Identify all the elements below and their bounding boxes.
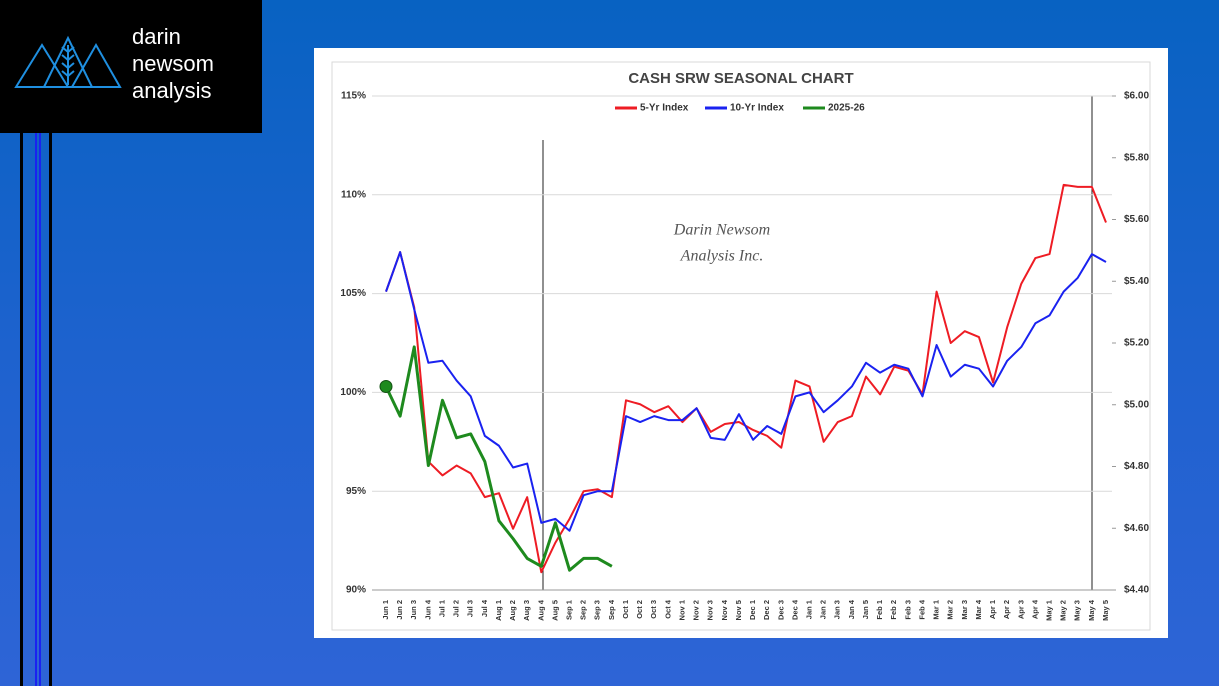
y-tick-label: 105% [340, 288, 366, 299]
chart-panel [314, 48, 1168, 638]
x-tick-label: Dec 2 [762, 600, 771, 620]
x-tick-label: Apr 1 [988, 600, 997, 619]
x-tick-label: Sep 3 [593, 600, 602, 620]
y2-tick-label: $5.80 [1124, 152, 1149, 163]
chart-border [331, 61, 1151, 631]
watermark: Analysis Inc. [680, 248, 764, 265]
x-tick-label: Jul 2 [452, 600, 461, 617]
x-tick-label: Mar 4 [974, 599, 983, 619]
x-tick-label: Apr 4 [1030, 599, 1039, 619]
x-tick-label: Jun 3 [409, 600, 418, 620]
x-tick-label: Dec 3 [776, 600, 785, 620]
legend-label: 5-Yr Index [640, 103, 689, 114]
y2-tick-label: $4.40 [1124, 585, 1149, 596]
x-tick-label: Oct 1 [621, 600, 630, 619]
y2-tick-label: $6.00 [1124, 91, 1149, 102]
x-tick-label: Feb 3 [903, 600, 912, 620]
x-tick-label: Aug 5 [550, 600, 559, 621]
x-tick-label: Jul 3 [466, 600, 475, 617]
x-tick-label: Oct 3 [649, 600, 658, 619]
x-tick-label: Apr 3 [1016, 600, 1025, 619]
x-tick-label: Apr 2 [1002, 600, 1011, 619]
x-tick-label: Feb 1 [875, 600, 884, 620]
x-tick-label: Aug 3 [522, 600, 531, 621]
side-bar [20, 133, 23, 686]
x-tick-label: May 5 [1101, 600, 1110, 621]
side-bar [39, 133, 41, 686]
y2-tick-label: $5.20 [1124, 338, 1149, 349]
x-tick-label: Sep 4 [607, 599, 616, 620]
x-tick-label: Feb 2 [889, 600, 898, 620]
y2-tick-label: $5.40 [1124, 276, 1149, 287]
side-bar [49, 133, 52, 686]
x-tick-label: Oct 2 [635, 600, 644, 619]
x-tick-label: Jan 1 [805, 600, 814, 619]
series-line [385, 251, 1107, 532]
x-tick-label: Dec 4 [790, 599, 799, 620]
x-tick-label: Oct 4 [663, 599, 672, 619]
x-tick-label: Mar 2 [946, 600, 955, 620]
x-tick-label: Nov 2 [692, 600, 701, 620]
x-tick-label: Jul 1 [437, 600, 446, 617]
x-tick-label: Jan 2 [819, 600, 828, 619]
chart-title: CASH SRW SEASONAL CHART [628, 70, 853, 87]
legend-label: 2025-26 [828, 103, 865, 114]
x-tick-label: May 2 [1059, 600, 1068, 621]
x-tick-label: Jun 1 [381, 600, 390, 620]
x-tick-label: Mar 1 [932, 600, 941, 620]
logo-text: darin [132, 24, 181, 49]
legend-label: 10-Yr Index [730, 103, 784, 114]
x-tick-label: Mar 3 [960, 600, 969, 620]
logo-text: newsom [132, 51, 214, 76]
series-line [384, 345, 613, 572]
x-tick-label: Jun 4 [423, 599, 432, 619]
x-tick-label: Jan 5 [861, 600, 870, 619]
logo-box [0, 0, 262, 133]
logo-text: analysis [132, 78, 211, 103]
x-tick-label: Nov 1 [677, 600, 686, 620]
y2-tick-label: $5.60 [1124, 214, 1149, 225]
x-tick-label: Jul 4 [480, 599, 489, 617]
x-tick-label: May 1 [1045, 600, 1054, 621]
y-tick-label: 95% [346, 486, 366, 497]
x-tick-label: Sep 1 [565, 600, 574, 620]
watermark: Darin Newsom [673, 222, 770, 239]
x-tick-label: Nov 3 [706, 600, 715, 620]
x-tick-label: May 4 [1087, 599, 1096, 621]
x-tick-label: Feb 4 [917, 599, 926, 619]
y2-tick-label: $4.60 [1124, 523, 1149, 534]
y2-tick-label: $4.80 [1124, 461, 1149, 472]
x-tick-label: Nov 4 [720, 599, 729, 620]
y2-tick-label: $5.00 [1124, 399, 1149, 410]
y-tick-label: 90% [346, 585, 366, 596]
y-tick-label: 115% [341, 91, 366, 102]
logo-icon [14, 35, 122, 88]
x-tick-label: Dec 1 [748, 600, 757, 620]
side-bar [35, 133, 37, 686]
x-tick-label: Sep 2 [579, 600, 588, 620]
x-tick-label: May 3 [1073, 600, 1082, 621]
x-tick-label: Aug 4 [536, 599, 545, 621]
x-tick-label: Jan 3 [833, 600, 842, 619]
x-tick-label: Aug 2 [508, 600, 517, 621]
series-marker [379, 379, 393, 393]
y-tick-label: 110% [341, 189, 366, 200]
x-tick-label: Aug 1 [494, 600, 503, 621]
x-tick-label: Jun 2 [395, 600, 404, 620]
x-tick-label: Jan 4 [847, 599, 856, 619]
y-tick-label: 100% [340, 387, 366, 398]
x-tick-label: Nov 5 [734, 600, 743, 620]
